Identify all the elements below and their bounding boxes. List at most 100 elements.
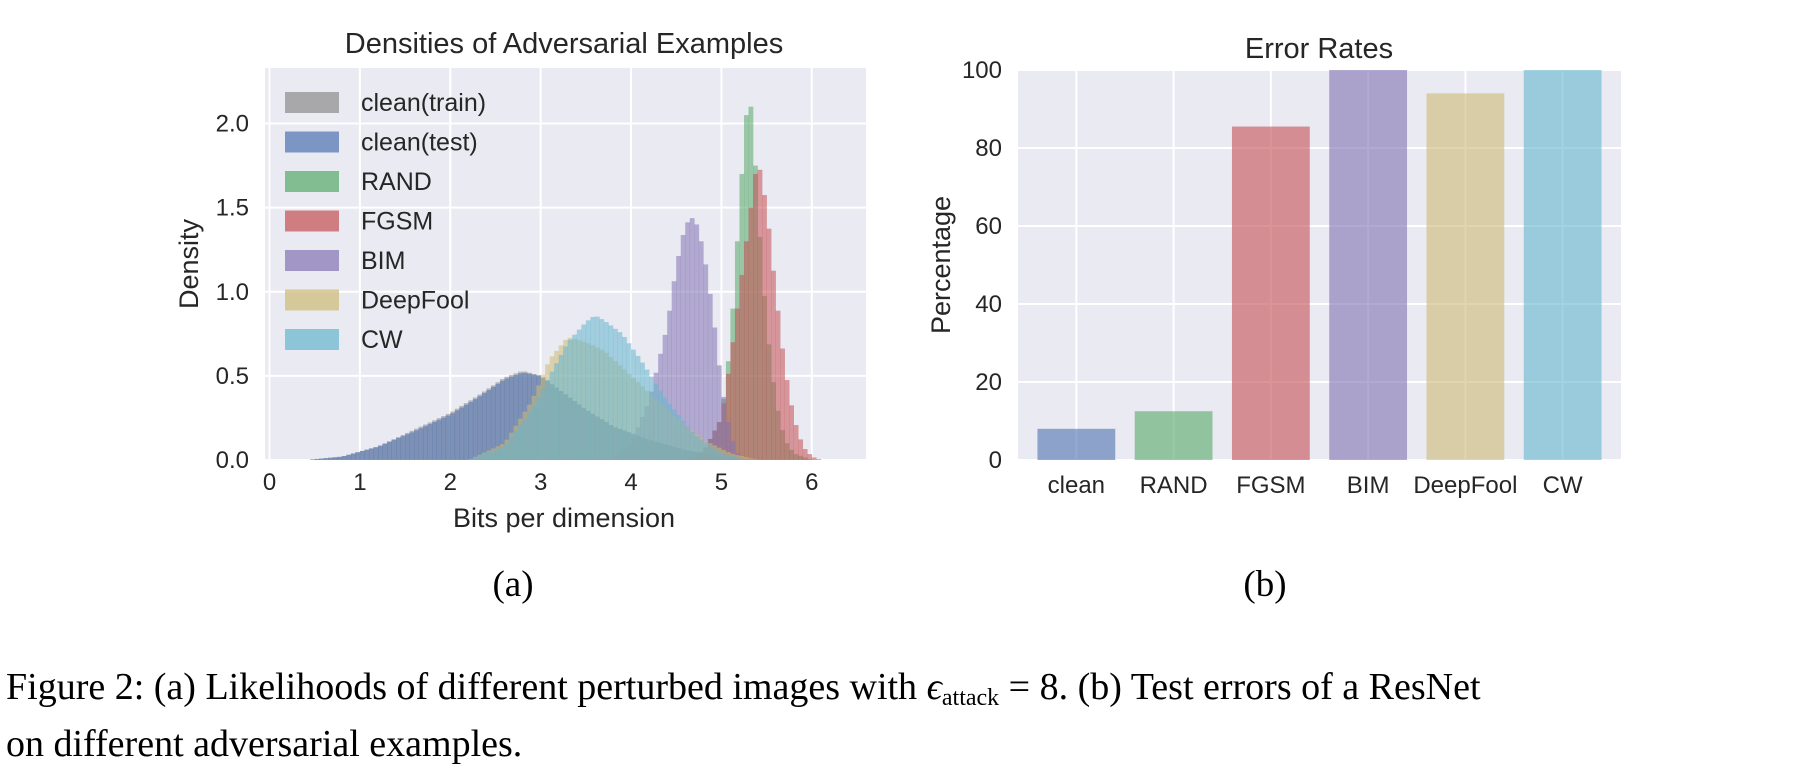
histogram-bin <box>332 457 338 460</box>
error-rate-bar-panel: clean RAND FGSM BIM DeepFool CW 020406080100 … <box>926 33 1621 605</box>
y-tick-label: 1.5 <box>216 195 249 222</box>
histogram-bin <box>563 346 569 460</box>
legend-entry-rand: RAND <box>285 168 432 196</box>
x-tick-label: 6 <box>805 469 818 496</box>
histogram-bin <box>631 349 636 460</box>
histogram-bin <box>477 455 483 460</box>
histogram-legend: clean(train) clean(test) RAND FGSM BIM DeepFo… <box>285 89 486 354</box>
histogram-bin <box>603 322 609 460</box>
legend-swatch <box>285 131 339 153</box>
histogram-bin <box>694 224 700 460</box>
legend-swatch <box>285 250 339 271</box>
histogram-bin <box>707 293 713 460</box>
histogram-bin <box>667 403 672 460</box>
y-tick-label: 2.0 <box>216 111 249 138</box>
histogram-bin <box>355 452 361 460</box>
histogram-bin <box>518 373 523 460</box>
legend-swatch <box>285 92 339 113</box>
histogram-bin <box>725 373 731 460</box>
histogram-bin <box>346 454 352 460</box>
histogram-bin <box>703 264 709 460</box>
histogram-bin <box>753 459 758 460</box>
histogram-bin <box>522 418 528 460</box>
histogram-bin <box>368 448 374 460</box>
histogram-bin <box>436 419 442 460</box>
histogram-bin <box>689 431 695 460</box>
histogram-bin <box>319 458 325 460</box>
histogram-bin <box>743 459 749 460</box>
x-tick-label: 5 <box>715 469 728 496</box>
y-tick-label: 60 <box>975 213 1002 240</box>
histogram-bin <box>775 310 781 460</box>
histogram-bin <box>414 430 419 460</box>
histogram-bin <box>766 228 772 460</box>
histogram-bin <box>513 431 519 460</box>
histogram-bin <box>676 256 682 460</box>
histogram-bin <box>662 334 668 460</box>
histogram-bin <box>798 439 804 460</box>
histogram-bin <box>771 270 776 460</box>
histogram-bin <box>725 422 731 460</box>
histogram-bin <box>721 453 727 460</box>
bar-fgsm <box>1231 126 1310 461</box>
histogram-bin <box>359 450 365 460</box>
histogram-bin <box>387 441 392 460</box>
histogram-bin <box>432 421 438 460</box>
legend-label: RAND <box>361 168 432 196</box>
histogram-bin <box>459 407 465 460</box>
histogram-bin <box>784 380 790 460</box>
histogram-bin <box>739 274 745 460</box>
histogram-bin <box>472 399 478 460</box>
histogram-bin <box>423 426 428 460</box>
legend-swatch <box>285 171 339 192</box>
legend-label: BIM <box>361 247 405 275</box>
histogram-bin <box>671 409 677 460</box>
histogram-y-axis-label: Density <box>174 218 204 309</box>
histogram-bin <box>658 390 663 460</box>
bar-group <box>1037 70 1602 461</box>
y-tick-label: 0.0 <box>216 447 249 474</box>
histogram-bin <box>811 457 817 460</box>
histogram-bin <box>730 441 736 460</box>
x-tick-label: DeepFool <box>1413 472 1517 499</box>
x-tick-label: 1 <box>353 469 366 496</box>
histogram-bin <box>481 393 487 460</box>
histogram-bin <box>739 458 745 460</box>
histogram-bin <box>585 320 591 460</box>
histogram-x-axis-label: Bits per dimension <box>453 503 675 533</box>
bar-y-tick-labels: 0 20 40 60 80 100 <box>962 57 1002 474</box>
histogram-bin <box>698 241 704 460</box>
histogram-bin <box>400 436 406 460</box>
histogram-bin <box>757 169 763 460</box>
histogram-x-tick-labels: 0 1 2 3 4 5 6 <box>263 469 819 496</box>
y-tick-label: 0.5 <box>216 363 249 390</box>
histogram-bin <box>635 355 641 460</box>
legend-label: FGSM <box>361 208 433 236</box>
y-tick-label: 1.0 <box>216 279 249 306</box>
histogram-bin <box>499 447 505 460</box>
histogram-bin <box>748 458 754 460</box>
caption-line-1: Figure 2: (a) Likelihoods of different p… <box>6 664 1801 721</box>
epsilon-symbol: ϵ <box>926 666 942 708</box>
histogram-bin <box>454 410 460 460</box>
histogram-bin <box>662 397 668 460</box>
histogram-bin <box>382 443 388 460</box>
histogram-bin <box>743 241 749 460</box>
histogram-bin <box>486 452 492 460</box>
histogram-bin <box>441 417 447 460</box>
legend-entry-bim: BIM <box>285 247 405 275</box>
legend-label: clean(test) <box>361 129 478 157</box>
histogram-bin <box>802 449 808 460</box>
histogram-bin <box>621 336 627 460</box>
histogram-title: Densities of Adversarial Examples <box>345 28 783 60</box>
histogram-bin <box>694 436 700 460</box>
bar-plot-area <box>1018 70 1621 460</box>
y-tick-label: 80 <box>975 135 1002 162</box>
histogram-bin <box>721 396 727 460</box>
histogram-bin <box>712 448 718 460</box>
histogram-bin <box>495 449 501 460</box>
x-tick-label: 3 <box>534 469 547 496</box>
histogram-bin <box>391 439 397 460</box>
histogram-bin <box>558 354 564 460</box>
histogram-bin <box>486 390 492 460</box>
